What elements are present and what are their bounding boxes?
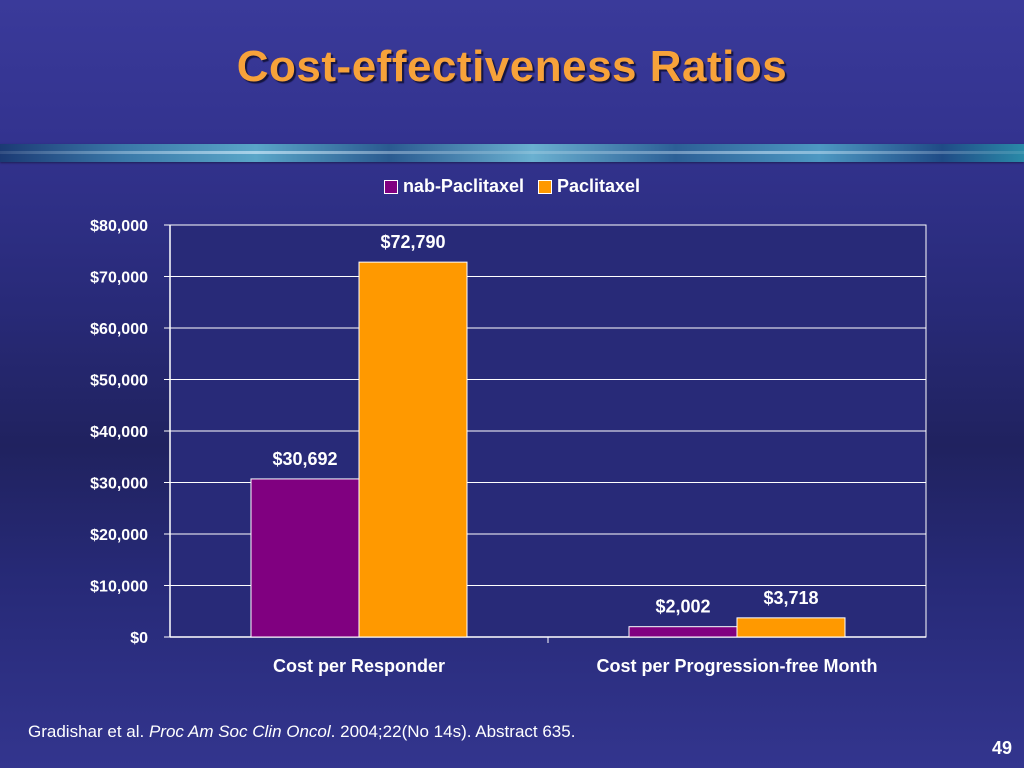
- data-label: $2,002: [655, 597, 710, 617]
- y-tick-label: $40,000: [90, 424, 148, 441]
- category-label: Cost per Progression-free Month: [596, 656, 877, 676]
- citation: Gradishar et al. Proc Am Soc Clin Oncol.…: [28, 722, 575, 742]
- bar-paclitaxel: [358, 261, 468, 638]
- citation-authors: Gradishar et al.: [28, 722, 149, 741]
- y-tick-label: $10,000: [90, 579, 148, 596]
- data-label: $72,790: [380, 232, 445, 252]
- chart-legend: nab-Paclitaxel Paclitaxel: [0, 176, 1024, 197]
- bar-nab-paclitaxel: [628, 626, 738, 638]
- title-divider: [0, 144, 1024, 162]
- citation-details: . 2004;22(No 14s). Abstract 635.: [330, 722, 576, 741]
- y-tick-label: $30,000: [90, 476, 148, 493]
- legend-item-nab-paclitaxel: nab-Paclitaxel: [383, 176, 524, 197]
- y-tick-label: $70,000: [90, 270, 148, 287]
- legend-label-paclitaxel: Paclitaxel: [557, 176, 641, 196]
- y-tick-label: $0: [130, 630, 148, 647]
- legend-swatch-paclitaxel: [538, 179, 552, 194]
- bar-nab-paclitaxel: [250, 478, 360, 638]
- data-label: $3,718: [763, 588, 818, 608]
- y-tick-label: $20,000: [90, 527, 148, 544]
- legend-label-nab-paclitaxel: nab-Paclitaxel: [402, 176, 524, 196]
- citation-journal: Proc Am Soc Clin Oncol: [148, 722, 331, 741]
- y-tick-label: $80,000: [90, 218, 148, 235]
- bar-paclitaxel: [736, 617, 846, 638]
- data-label: $30,692: [272, 449, 337, 469]
- category-label: Cost per Responder: [273, 656, 445, 676]
- y-tick-label: $50,000: [90, 373, 148, 390]
- legend-swatch-nab-paclitaxel: [383, 179, 398, 194]
- page-number: 49: [991, 738, 1012, 758]
- legend-item-paclitaxel: Paclitaxel: [538, 176, 640, 197]
- y-tick-label: $60,000: [90, 321, 148, 338]
- slide-title: Cost-effectiveness Ratios: [236, 42, 788, 91]
